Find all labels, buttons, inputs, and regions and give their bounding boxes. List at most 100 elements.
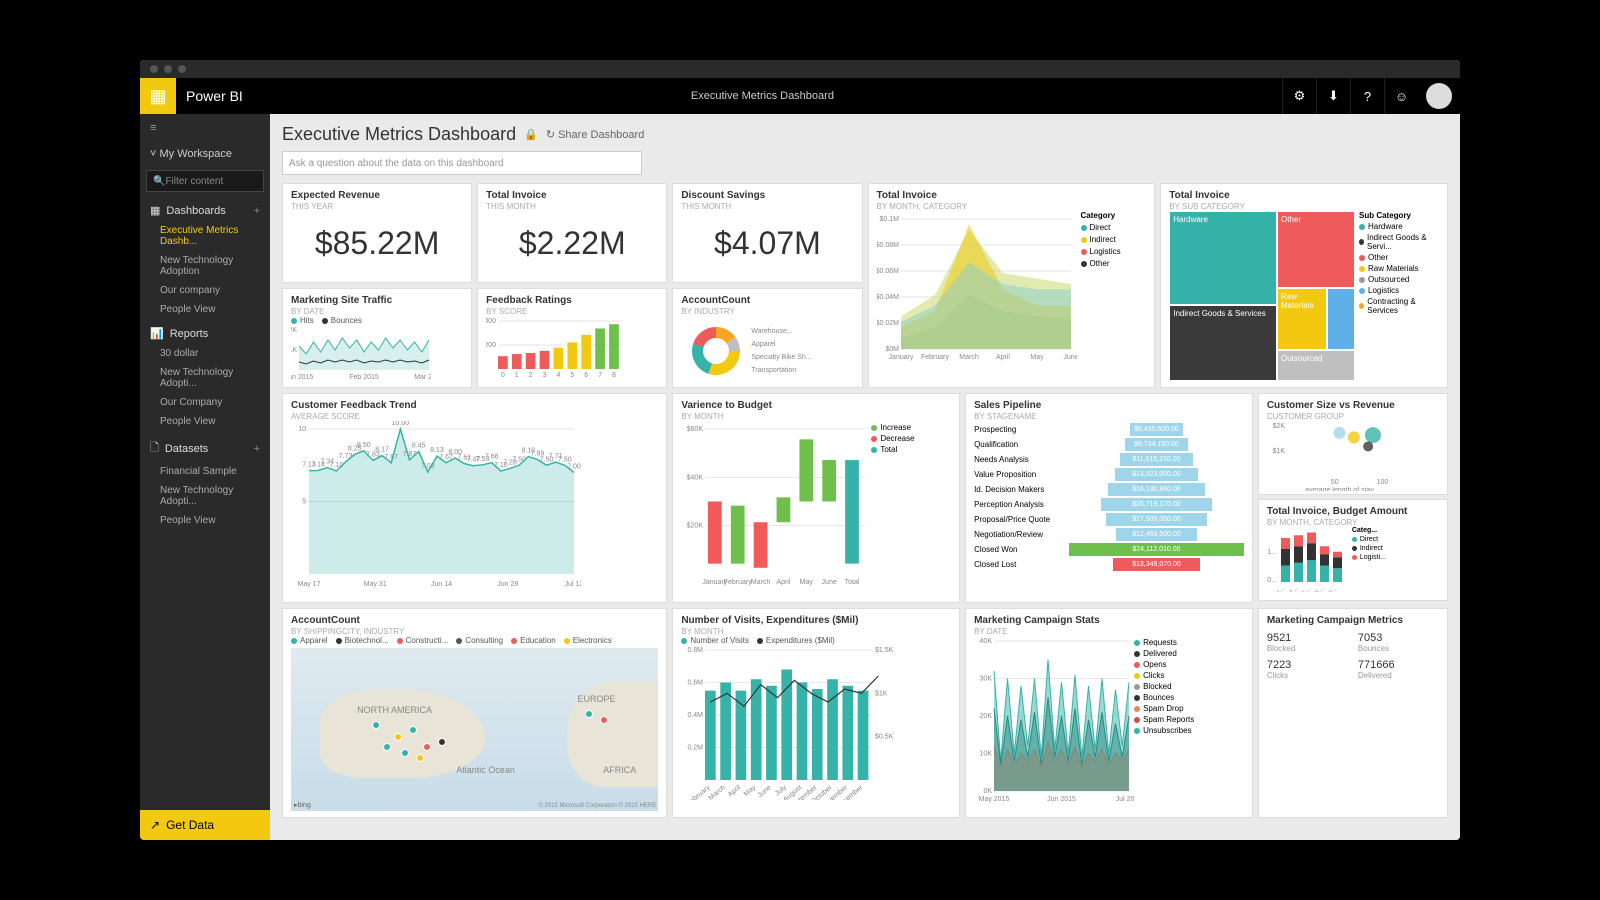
svg-text:30K: 30K	[980, 676, 993, 683]
top-bar: ▦ Power BI Executive Metrics Dashboard ⚙…	[140, 78, 1460, 114]
funnel-stage-label: Needs Analysis	[974, 455, 1069, 464]
funnel-bar[interactable]: $17,505,000.00	[1106, 513, 1207, 526]
treemap-block[interactable]	[1327, 288, 1355, 351]
dashboard-tile[interactable]: AccountCountBY INDUSTRYWarehouse...Appar…	[672, 288, 862, 388]
svg-text:May: May	[1030, 354, 1044, 361]
section-icon: 📊	[150, 327, 164, 340]
topbar-icon[interactable]: ?	[1350, 78, 1384, 114]
svg-text:8.45: 8.45	[412, 442, 426, 449]
svg-text:10K: 10K	[980, 751, 993, 758]
sidebar-item[interactable]: Our company	[140, 281, 270, 300]
svg-text:0.4M: 0.4M	[688, 712, 704, 719]
dashboard-tile[interactable]: Varience to BudgetBY MONTH$20K$40K$60KJa…	[672, 393, 960, 603]
sidebar-item[interactable]: Our Company	[140, 393, 270, 412]
dashboard-tile[interactable]: Marketing Campaign StatsBY DATE0K10K20K3…	[965, 608, 1253, 818]
dashboard-tile[interactable]: Marketing Site TrafficBY DATEHitsBounces…	[282, 288, 472, 388]
svg-text:0K: 0K	[984, 788, 993, 795]
hamburger-icon[interactable]: ≡	[140, 114, 270, 142]
tile-title: Discount Savings	[681, 190, 853, 201]
sidebar-section-header[interactable]: ▦Dashboards+	[140, 196, 270, 221]
tile-subtitle: BY MONTH	[681, 412, 951, 421]
topbar-icon[interactable]: ☺	[1384, 78, 1418, 114]
svg-text:$20K: $20K	[687, 523, 704, 530]
svg-text:March: March	[959, 354, 979, 361]
tile-subtitle: THIS YEAR	[291, 202, 463, 211]
dashboard-tile[interactable]: Expected RevenueTHIS YEAR$85.22M	[282, 183, 472, 283]
get-data-button[interactable]: ↗ Get Data	[140, 810, 270, 840]
dashboard-tile[interactable]: Number of Visits, Expenditures ($Mil)BY …	[672, 608, 960, 818]
sidebar-item[interactable]: New Technology Adopti...	[140, 481, 270, 511]
treemap-block[interactable]: Other	[1277, 211, 1355, 288]
sidebar-item[interactable]: 30 dollar	[140, 344, 270, 363]
funnel-bar[interactable]: $12,469,500.00	[1116, 528, 1196, 541]
svg-text:$0.04M: $0.04M	[877, 294, 899, 301]
funnel-bar[interactable]: $8,435,600.00	[1130, 423, 1182, 436]
funnel-bar[interactable]: $20,719,170.00	[1101, 498, 1213, 511]
treemap-block[interactable]: Indirect Goods & Services	[1169, 305, 1277, 382]
sidebar-item[interactable]: People View	[140, 300, 270, 319]
tile-title: Varience to Budget	[681, 400, 951, 411]
svg-text:$1K: $1K	[875, 690, 888, 697]
svg-text:1K: 1K	[291, 347, 297, 354]
funnel-bar[interactable]: $16,130,860.00	[1108, 483, 1206, 496]
sidebar-item[interactable]: Financial Sample	[140, 462, 270, 481]
qna-input[interactable]: Ask a question about the data on this da…	[282, 151, 642, 175]
add-icon[interactable]: +	[254, 205, 260, 217]
sidebar: ≡ ˅ My Workspace 🔍 Filter content ▦Dashb…	[140, 114, 270, 840]
sidebar-item[interactable]: New Technology Adoption	[140, 251, 270, 281]
dashboard-tile[interactable]: Total Invoice, Budget AmountBY MONTH, CA…	[1258, 499, 1448, 601]
svg-text:40K: 40K	[980, 638, 993, 645]
page-title-header: Executive Metrics Dashboard	[243, 90, 1282, 102]
dashboard-tile[interactable]: Total InvoiceBY MONTH, CATEGORY$0M$0.02M…	[868, 183, 1156, 388]
funnel-bar[interactable]: $9,734,150.00	[1125, 438, 1188, 451]
funnel-bar[interactable]: $13,023,000.00	[1115, 468, 1199, 481]
dashboard-tile[interactable]: Total InvoiceBY SUB CATEGORYHardwareOthe…	[1160, 183, 1448, 388]
dashboard-tile[interactable]: Marketing Campaign Metrics9521Blocked705…	[1258, 608, 1448, 818]
add-icon[interactable]: +	[254, 443, 260, 455]
user-avatar[interactable]	[1426, 83, 1452, 109]
sidebar-item[interactable]: Executive Metrics Dashb...	[140, 221, 270, 251]
dashboard-tile[interactable]: Customer Feedback TrendAVERAGE SCORE5107…	[282, 393, 667, 603]
workspace-selector[interactable]: ˅ My Workspace	[140, 142, 270, 166]
dashboard-tile[interactable]: AccountCountBY SHIPPINGCITY, INDUSTRYApp…	[282, 608, 667, 818]
funnel-bar[interactable]: $24,112,010.00	[1069, 543, 1244, 556]
sidebar-item[interactable]: People View	[140, 511, 270, 530]
metric-value: 7053	[1358, 632, 1439, 644]
funnel-bar[interactable]: $11,015,210.00	[1120, 453, 1193, 466]
section-icon: ▦	[150, 204, 160, 217]
treemap-block[interactable]: Hardware	[1169, 211, 1277, 305]
tile-title: Customer Feedback Trend	[291, 400, 658, 411]
svg-text:$0.06M: $0.06M	[877, 268, 899, 275]
sidebar-section-header[interactable]: 📊Reports	[140, 319, 270, 344]
tile-title: Total Invoice	[1169, 190, 1439, 201]
topbar-icon[interactable]: ⬇	[1316, 78, 1350, 114]
svg-text:Jul 2015: Jul 2015	[1116, 796, 1134, 803]
app-logo[interactable]: ▦	[140, 78, 176, 114]
dashboard-tile[interactable]: Feedback RatingsBY SCORE200400012345678	[477, 288, 667, 388]
filter-input[interactable]: 🔍 Filter content	[146, 170, 264, 192]
sidebar-item[interactable]: New Technology Adopti...	[140, 363, 270, 393]
share-button[interactable]: ↻ Share Dashboard	[546, 128, 645, 141]
treemap-block[interactable]: Raw Materials	[1277, 288, 1327, 351]
sidebar-section-header[interactable]: 🗋Datasets+	[140, 431, 270, 462]
svg-text:$0.02M: $0.02M	[877, 320, 899, 327]
svg-text:100: 100	[1376, 479, 1388, 486]
dashboard-tile[interactable]: Total InvoiceTHIS MONTH$2.22M	[477, 183, 667, 283]
chart-legend: HitsBounces	[291, 316, 463, 325]
dashboard-tile[interactable]: Customer Size vs RevenueCUSTOMER GROUP$1…	[1258, 393, 1448, 495]
brand-name: Power BI	[186, 88, 243, 104]
svg-text:$60K: $60K	[687, 426, 704, 433]
kpi-value: $4.07M	[681, 211, 853, 276]
treemap-block[interactable]: Outsourced	[1277, 350, 1355, 381]
map[interactable]: NORTH AMERICAEUROPEAFRICAAtlantic Ocean©…	[291, 648, 658, 811]
svg-text:Jun 14: Jun 14	[431, 581, 452, 588]
dashboard-tile[interactable]: Sales PipelineBY STAGENAMEProspecting$8,…	[965, 393, 1253, 603]
dashboard-tile[interactable]: Discount SavingsTHIS MONTH$4.07M	[672, 183, 862, 283]
topbar-icon[interactable]: ⚙	[1282, 78, 1316, 114]
tile-subtitle: BY MONTH	[681, 627, 951, 636]
svg-text:2K: 2K	[291, 327, 297, 334]
svg-text:May 2015: May 2015	[979, 796, 1010, 803]
sidebar-item[interactable]: People View	[140, 412, 270, 431]
tile-title: AccountCount	[291, 615, 658, 626]
funnel-bar[interactable]: $13,349,070.00	[1113, 558, 1200, 571]
